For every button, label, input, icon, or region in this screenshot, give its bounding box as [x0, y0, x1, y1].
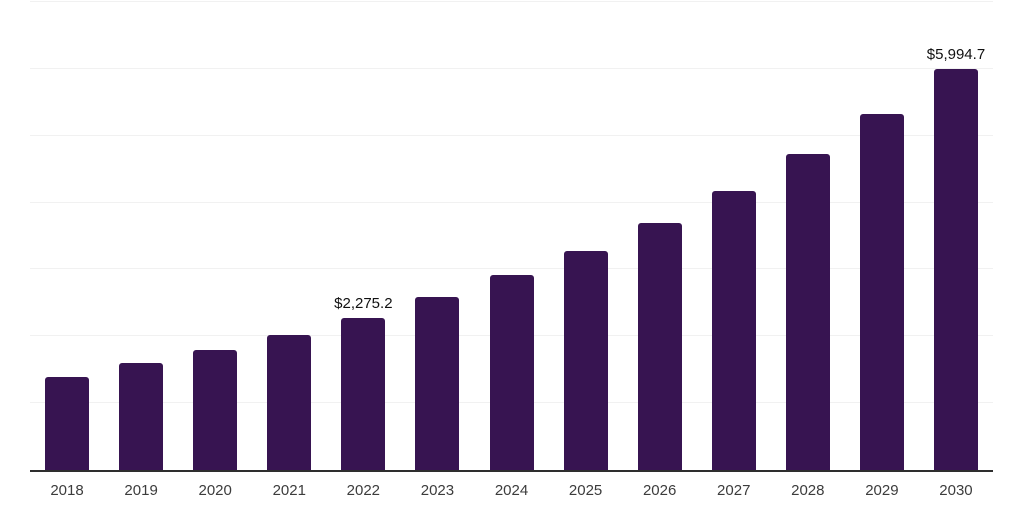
- bar-band-2030: $5,994.7: [919, 2, 993, 470]
- bar-band-2029: [845, 2, 919, 470]
- gridline: [30, 67, 993, 69]
- x-tick-label-2018: 2018: [50, 482, 84, 499]
- bar-band-2024: [474, 2, 548, 470]
- bar-2024: [489, 275, 534, 470]
- x-tick-label-2025: 2025: [568, 482, 603, 499]
- bar-band-2027: [697, 2, 771, 470]
- gridline: [30, 201, 993, 203]
- x-tick-label-2020: 2020: [198, 482, 232, 499]
- x-tick-label-2022: 2022: [346, 482, 381, 499]
- gridline: [30, 1, 993, 2]
- bar-2018: [45, 377, 90, 470]
- bar-band-2026: [623, 2, 697, 470]
- x-tick-label-2028: 2028: [791, 482, 825, 499]
- bar-value-label-2030: $5,994.7: [926, 46, 986, 64]
- bar-2027: [711, 190, 756, 470]
- bar-2030: [933, 69, 978, 470]
- bar-value-label-2022: $2,275.2: [334, 294, 393, 312]
- bar-band-2028: [771, 2, 845, 470]
- bar-2019: [119, 363, 164, 470]
- bar-band-2025: [549, 2, 623, 470]
- gridline: [30, 134, 993, 136]
- x-axis: 2018 2019 2020 2021 2022 2023 2024 2025 2026 2027…: [30, 480, 993, 501]
- x-tick-label-2027: 2027: [717, 482, 751, 499]
- bar-band-2018: [30, 2, 104, 470]
- bar-2020: [193, 350, 238, 470]
- bar-2028: [785, 154, 830, 470]
- x-tick-label-2030: 2030: [939, 482, 973, 499]
- bar-2026: [637, 222, 682, 470]
- bar-band-2021: [252, 2, 326, 470]
- bar-band-2023: [400, 2, 474, 470]
- bar-band-2019: [104, 2, 178, 470]
- x-tick-label-2021: 2021: [272, 482, 306, 499]
- bars-group: $2,275.2 $5,994.7: [30, 2, 993, 470]
- bar-band-2020: [178, 2, 252, 470]
- bar-2023: [415, 296, 460, 470]
- x-tick-label-2023: 2023: [420, 482, 455, 499]
- x-tick-label-2029: 2029: [865, 482, 899, 499]
- bar-band-2022: $2,275.2: [326, 2, 400, 470]
- bar-2021: [267, 334, 312, 470]
- bar-2029: [859, 114, 904, 470]
- bar-2022: [341, 317, 386, 470]
- bar-2025: [563, 251, 608, 470]
- x-tick-label-2026: 2026: [642, 482, 677, 499]
- plot-area: $2,275.2 $5,994.7: [30, 1, 993, 472]
- x-tick-label-2024: 2024: [494, 482, 529, 499]
- gridline: [30, 268, 993, 270]
- x-tick-label-2019: 2019: [124, 482, 158, 499]
